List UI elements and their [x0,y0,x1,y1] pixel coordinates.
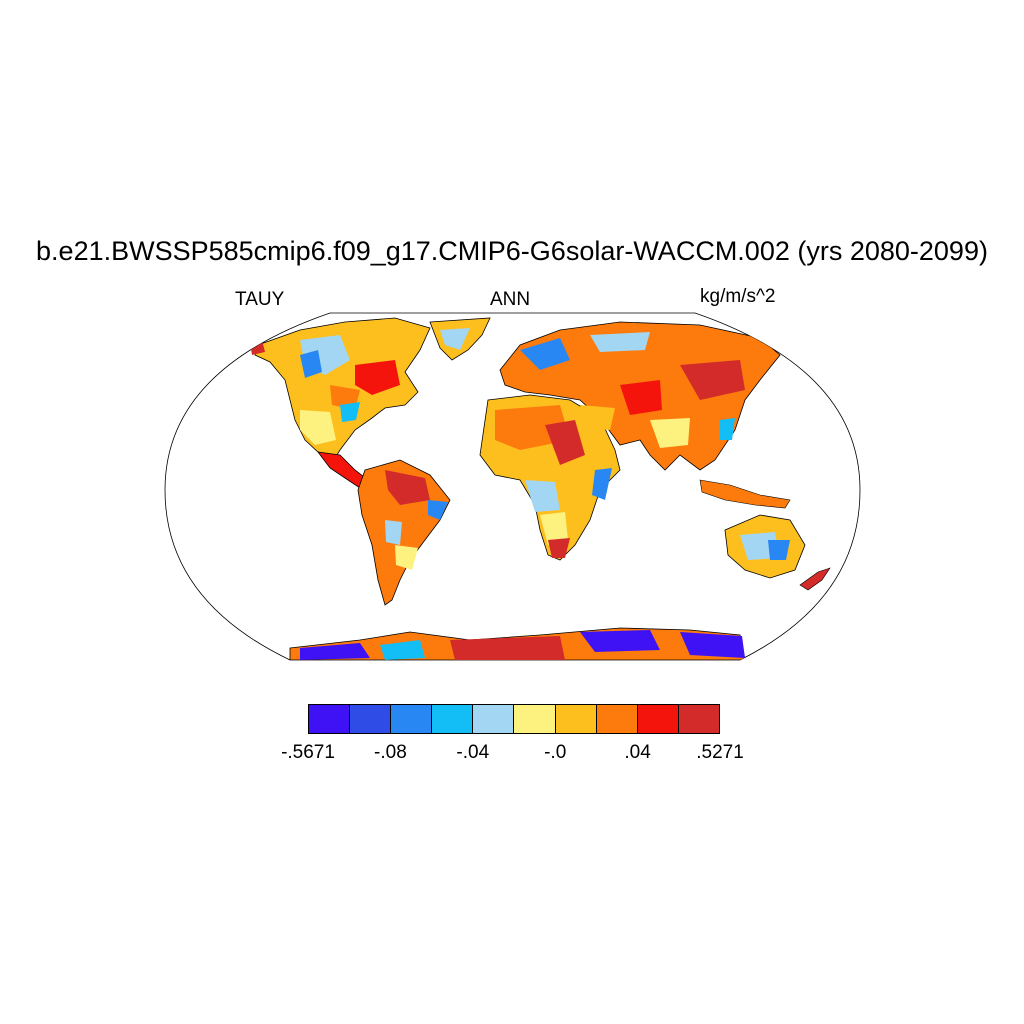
colorbar-cell [350,705,392,733]
colorbar-cell [391,705,433,733]
colorbar-tick-label: -.08 [374,742,407,763]
colorbar-tick-label: -.04 [456,742,490,763]
colorbar-cell [678,705,719,733]
colorbar-tick-label: -.5671 [281,742,335,763]
colorbar-cell [596,705,638,733]
colorbar-cell [432,705,474,733]
colorbar-tick-label: -.0 [544,742,567,763]
southeast-asia-islands [699,479,791,509]
colorbar-cell [514,705,556,733]
colorbar-cell [555,705,597,733]
colorbar-cell [309,705,351,733]
season-label: ANN [490,289,531,310]
colorbar [308,704,720,734]
new-zealand-landmass [799,567,831,591]
colorbar-cell [473,705,515,733]
units-label: kg/m/s^2 [700,286,776,307]
variable-label: TAUY [235,289,285,310]
colorbar-cell [637,705,679,733]
colorbar-tick-label: .5271 [696,742,744,763]
colorbar-tick-label: .04 [624,742,651,763]
plot-title: b.e21.BWSSP585cmip6.f09_g17.CMIP6-G6sola… [36,236,988,266]
